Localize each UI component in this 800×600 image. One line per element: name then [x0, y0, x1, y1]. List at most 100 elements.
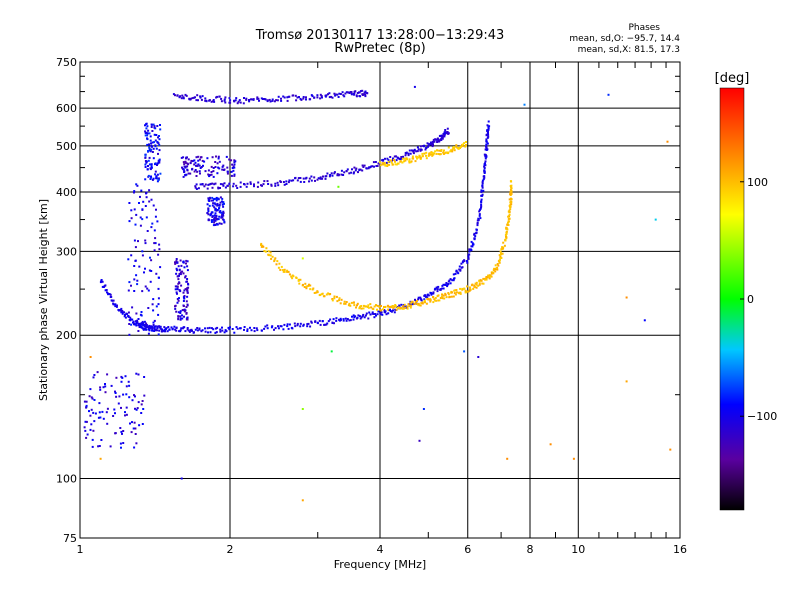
echo-point-top-band: [355, 94, 358, 97]
y-tick-label: 100: [56, 473, 77, 486]
echo-point-o: [482, 178, 485, 181]
echo-point-o: [198, 328, 201, 331]
echo-point-o: [449, 282, 452, 285]
echo-point-top-band: [242, 102, 245, 105]
cluster-point: [135, 213, 138, 216]
cluster-point: [215, 215, 218, 217]
echo-point-o: [363, 316, 366, 319]
echo-point-f2-upper: [297, 177, 300, 180]
echo-point-f2-upper-x: [423, 152, 426, 155]
echo-point-x: [510, 190, 513, 193]
cluster-point: [128, 396, 131, 399]
cluster-point: [93, 374, 96, 376]
cluster-point: [216, 204, 219, 206]
echo-point-o: [390, 310, 393, 313]
cluster-point: [186, 295, 189, 298]
cluster-point: [141, 400, 144, 402]
echo-point-f2-upper: [375, 165, 378, 167]
echo-point-o: [118, 309, 121, 311]
cluster-point: [128, 333, 131, 336]
cluster-point: [143, 394, 146, 397]
cluster-point: [152, 157, 155, 160]
echo-point-top-band: [236, 102, 239, 105]
echo-point-o: [468, 248, 471, 251]
cluster-point: [83, 426, 86, 429]
echo-point-o: [377, 310, 380, 313]
echo-point-o: [111, 299, 114, 302]
cluster-point: [178, 274, 180, 277]
echo-point-o: [228, 328, 231, 331]
echo-point-f2-upper: [348, 172, 351, 175]
echo-point-o: [483, 176, 486, 179]
echo-point-o: [156, 329, 159, 332]
echo-point-f2-upper: [333, 171, 336, 174]
echo-point-o: [479, 217, 482, 220]
echo-point-o: [153, 327, 156, 330]
cluster-point: [184, 276, 187, 279]
echo-point-o: [246, 330, 249, 332]
cluster-point: [176, 301, 179, 304]
echo-point-x: [380, 305, 382, 307]
cluster-point: [150, 166, 153, 169]
cluster-point: [233, 161, 236, 164]
echo-point-f2-upper: [438, 139, 441, 142]
echo-point-top-band: [280, 99, 283, 102]
scatter-point: [625, 380, 628, 383]
echo-point-f2-upper: [277, 184, 280, 187]
cluster-point: [185, 165, 188, 168]
echo-point-o: [375, 314, 377, 317]
echo-point-f2-upper: [299, 177, 302, 179]
echo-point-f2-upper: [427, 145, 429, 148]
echo-point-f2-upper: [267, 183, 270, 185]
cluster-point: [183, 297, 186, 300]
cluster-point: [216, 223, 219, 226]
echo-point-top-band: [316, 96, 319, 99]
cluster-point: [184, 288, 187, 291]
cluster-point: [102, 417, 105, 420]
echo-point-x: [273, 258, 276, 261]
echo-point-o: [463, 260, 466, 263]
echo-point-x: [343, 300, 346, 303]
cluster-point: [217, 218, 220, 221]
x-tick-label: 1: [77, 543, 84, 556]
echo-point-x: [395, 308, 398, 311]
echo-point-x: [286, 270, 289, 273]
cluster-point: [133, 265, 136, 267]
echo-point-x: [508, 198, 511, 201]
cluster-point: [176, 261, 178, 264]
cluster-point: [157, 297, 160, 300]
cluster-point: [145, 196, 148, 199]
echo-point-f2-upper-x: [393, 158, 395, 161]
echo-point-top-band: [316, 94, 319, 97]
echo-point-top-band: [182, 97, 185, 100]
cluster-point: [177, 299, 180, 302]
cluster-point: [130, 431, 133, 434]
cluster-point: [212, 202, 215, 205]
echo-point-o: [480, 200, 483, 203]
cluster-point: [179, 315, 182, 318]
cluster-point: [141, 250, 144, 253]
cluster-point: [145, 322, 148, 325]
echo-point-x: [302, 283, 304, 286]
cluster-point: [221, 168, 224, 171]
cluster-point: [152, 177, 155, 180]
echo-point-o: [273, 328, 275, 331]
echo-point-o: [140, 323, 143, 326]
cluster-point: [139, 216, 142, 219]
chart-subtitle: RwPretec (8p): [334, 41, 426, 56]
echo-point-x: [432, 301, 435, 304]
echo-point-f2-upper: [195, 183, 198, 186]
echo-point-f2-upper: [285, 183, 288, 185]
cluster-point: [134, 223, 137, 226]
colorbar-tick-label: 0: [747, 293, 754, 306]
echo-point-x: [505, 231, 508, 234]
echo-point-x: [343, 302, 346, 305]
echo-point-f2-upper: [393, 155, 396, 158]
echo-point-f2-upper: [235, 184, 238, 187]
cluster-point: [85, 436, 88, 439]
echo-point-f2-upper: [331, 174, 334, 177]
echo-point-o: [190, 328, 193, 331]
cluster-point: [143, 320, 146, 323]
echo-point-x: [473, 284, 476, 287]
cluster-point: [206, 212, 209, 214]
